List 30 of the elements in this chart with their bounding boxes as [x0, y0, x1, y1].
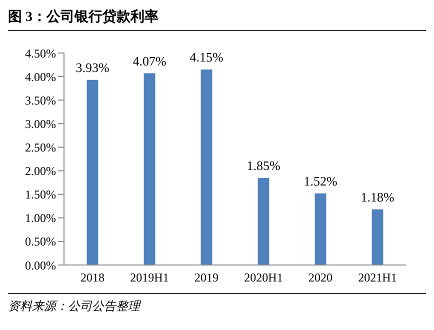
data-label: 3.93% — [76, 60, 110, 75]
y-tick-label: 1.50% — [25, 188, 56, 202]
y-tick-label: 0.00% — [25, 258, 56, 272]
bar — [258, 178, 270, 265]
bar — [144, 73, 156, 265]
bar — [200, 69, 212, 265]
y-tick-label: 0.50% — [25, 234, 56, 249]
y-tick-label: 3.50% — [25, 93, 56, 108]
text: 资料来源：公司公告整理 — [8, 298, 142, 315]
x-tick-label: 2020 — [308, 270, 332, 285]
y-tick-label: 2.00% — [25, 164, 56, 178]
bar — [314, 193, 326, 265]
data-label: 4.15% — [190, 49, 224, 64]
x-tick-label: 2020H1 — [244, 270, 283, 285]
data-label: 1.85% — [246, 158, 280, 173]
bar — [372, 209, 384, 265]
y-tick-label: 1.00% — [25, 211, 56, 226]
data-label: 4.07% — [132, 53, 166, 68]
bar — [86, 80, 98, 265]
x-tick-label: 2018 — [80, 270, 104, 285]
y-tick-label: 2.50% — [25, 140, 56, 154]
chart-title: 图 3：公司银行贷款利率 — [8, 8, 426, 31]
data-label: 1.18% — [360, 189, 394, 204]
y-tick-label: 4.00% — [25, 70, 56, 84]
x-tick-label: 2019H1 — [130, 270, 169, 285]
y-tick-label: 3.00% — [25, 116, 56, 131]
data-label: 1.52% — [304, 173, 338, 188]
x-tick-label: 2019 — [194, 270, 218, 285]
x-tick-label: 2021H1 — [358, 270, 397, 285]
y-tick-label: 4.50% — [25, 46, 56, 60]
